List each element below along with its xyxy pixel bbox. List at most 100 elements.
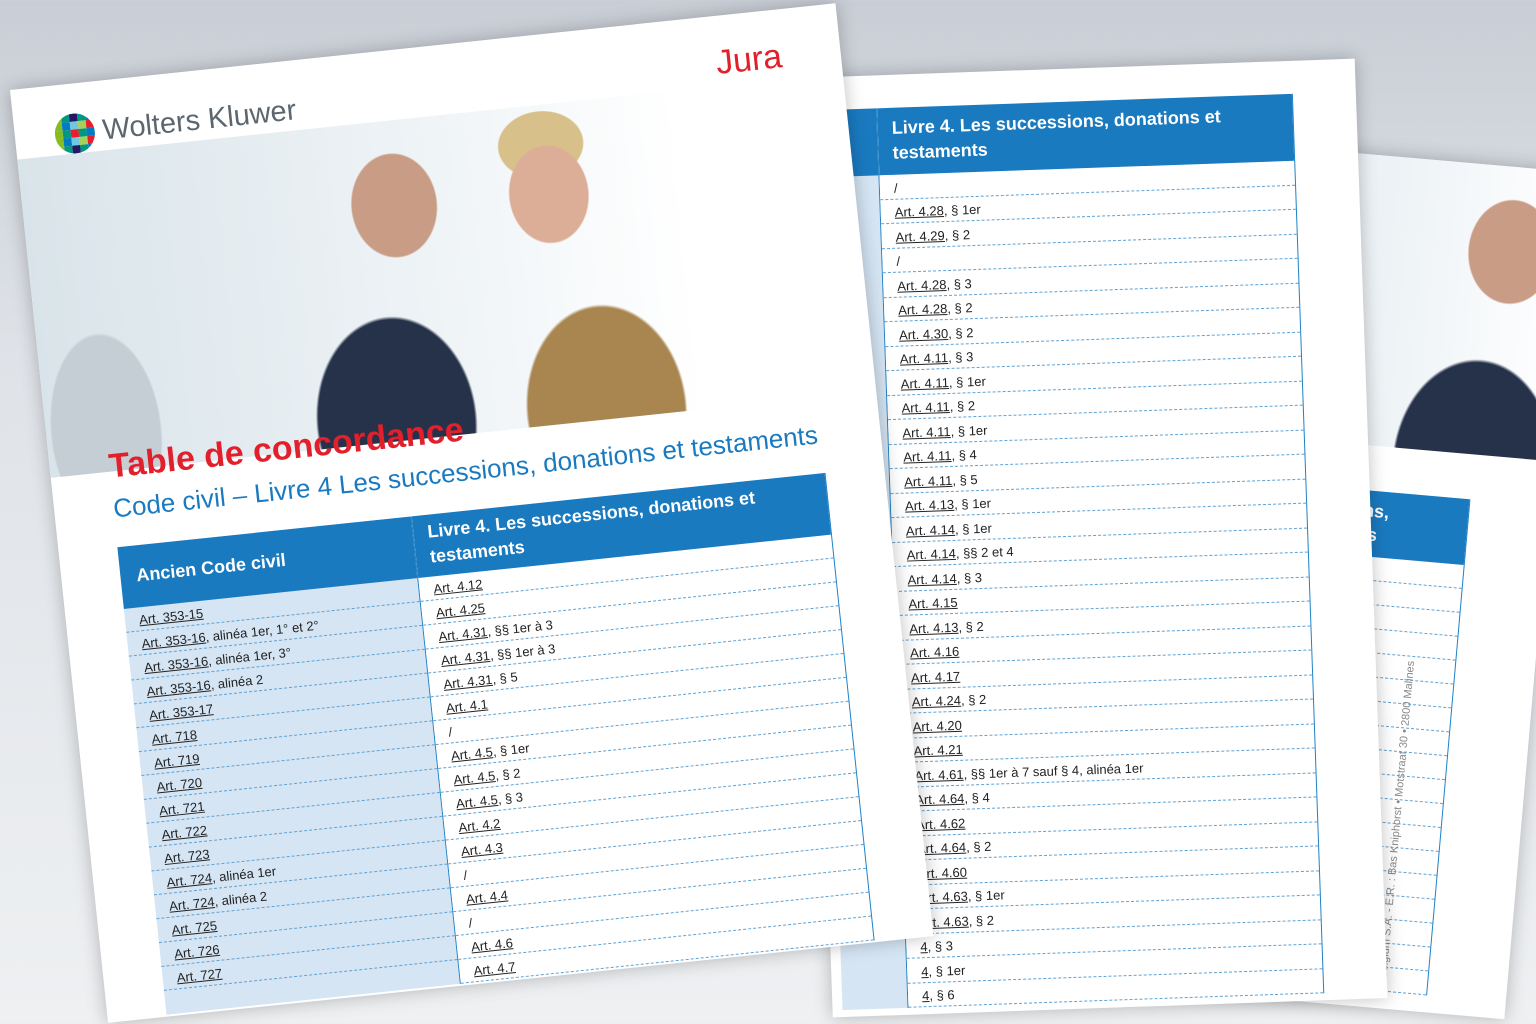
- article-detail: /: [467, 915, 473, 931]
- article-link[interactable]: Art. 4.21: [913, 741, 963, 759]
- article-link[interactable]: Art. 4.28: [894, 203, 945, 220]
- article-link[interactable]: Art. 4.17: [910, 668, 961, 685]
- article-link[interactable]: Art. 353-15: [138, 605, 204, 628]
- article-detail: , § 2: [947, 324, 974, 341]
- article-detail: , § 3: [927, 938, 954, 955]
- article-link[interactable]: Art. 4.28: [897, 301, 948, 318]
- article-detail: , § 5: [491, 669, 519, 687]
- article-detail: , § 4: [951, 447, 977, 463]
- article-link[interactable]: Art. 4.5: [452, 768, 497, 788]
- article-link[interactable]: Art. 726: [173, 941, 221, 962]
- article-link[interactable]: Art. 4.20: [912, 717, 963, 734]
- article-link[interactable]: Art. 4.5: [450, 744, 494, 764]
- article-detail: /: [462, 867, 468, 883]
- article-detail: , §§ 1er à 7 sauf § 4, alinéa 1er: [963, 759, 1144, 782]
- article-link[interactable]: Art. 4.5: [455, 791, 499, 812]
- article-link[interactable]: Art. 4.28: [897, 276, 947, 294]
- article-detail: /: [447, 724, 453, 740]
- article-detail: , § 3: [956, 569, 983, 586]
- front-page: Wolters Kluwer Jura Table de concordance…: [10, 3, 934, 1023]
- article-link[interactable]: Art. 4.14: [905, 521, 956, 539]
- article-detail: , § 6: [929, 987, 955, 1004]
- article-link[interactable]: Art. 4.14: [906, 545, 957, 563]
- article-link[interactable]: Art. 4.13: [904, 496, 955, 514]
- article-link[interactable]: Art. 724: [168, 894, 216, 914]
- article-detail: , § 1er: [953, 495, 992, 512]
- article-link[interactable]: Art. 4.11: [899, 350, 949, 367]
- series-label: Jura: [714, 37, 784, 82]
- article-detail: , §§ 2 et 4: [955, 543, 1014, 561]
- article-link[interactable]: Art. 725: [170, 917, 218, 938]
- logo-mosaic-icon: [52, 111, 97, 156]
- concordance-table: Ancien Code civil Art. 353-15 Art. 353-16…: [117, 472, 875, 1015]
- article-link[interactable]: Art. 4.31: [440, 647, 491, 669]
- table-column-livre4: Livre 4. Les successions, donations et t…: [411, 472, 875, 984]
- article-link[interactable]: Art. 4.11: [900, 374, 950, 392]
- article-link[interactable]: Art. 4.31: [437, 624, 489, 645]
- article-detail: , § 1er: [928, 962, 966, 979]
- article-link[interactable]: Art. 4.12: [432, 576, 484, 597]
- article-detail: , § 1er: [491, 740, 531, 760]
- article-detail: , § 1er: [943, 201, 981, 219]
- article-link[interactable]: Art. 723: [163, 846, 211, 867]
- article-link[interactable]: Art. 4.25: [435, 600, 486, 621]
- article-link[interactable]: Art. 4.11: [903, 472, 953, 490]
- article-link[interactable]: Art. 4.2: [457, 815, 502, 836]
- article-link[interactable]: Art. 4.11: [901, 398, 951, 416]
- article-detail: , § 2: [958, 618, 984, 635]
- article-link[interactable]: Art. 4.61: [914, 766, 964, 783]
- article-detail: , § 3: [946, 275, 972, 292]
- article-link[interactable]: Art. 4.29: [895, 227, 945, 245]
- article-detail: , § 1er: [948, 373, 986, 390]
- article-detail: , § 2: [494, 765, 522, 783]
- table-column-old-code: Ancien Code civil Art. 353-15 Art. 353-16…: [117, 516, 461, 1015]
- article-link[interactable]: Art. 720: [155, 774, 203, 795]
- article-detail: , § 3: [947, 349, 974, 365]
- article-detail: , § 2: [960, 691, 987, 708]
- article-link[interactable]: Art. 721: [158, 798, 206, 819]
- middle-table-right-column: Livre 4. Les successions, donations et t…: [877, 93, 1325, 1008]
- article-link[interactable]: Art. 4.64: [915, 790, 965, 808]
- article-link[interactable]: Art. 4.13: [909, 619, 959, 637]
- article-link[interactable]: Art. 4.16: [909, 643, 960, 661]
- article-link[interactable]: Art. 4.6: [470, 935, 514, 955]
- article-link[interactable]: Art. 4.14: [907, 570, 957, 588]
- article-detail: , alinéa 1er: [211, 863, 277, 886]
- article-link[interactable]: Art. 724: [165, 870, 213, 890]
- article-link[interactable]: Art. 718: [150, 727, 198, 747]
- article-link[interactable]: Art. 353-16: [140, 629, 207, 652]
- article-detail: , § 5: [952, 471, 978, 488]
- article-detail: , § 1er: [967, 887, 1005, 904]
- article-link[interactable]: Art. 4.7: [472, 959, 517, 979]
- article-detail: , § 1er: [954, 520, 993, 537]
- article-link[interactable]: Art. 719: [153, 750, 201, 771]
- article-detail: , § 2: [965, 838, 992, 855]
- article-detail: , alinéa 2: [213, 888, 268, 910]
- article-link[interactable]: Art. 4.4: [465, 887, 509, 907]
- article-detail: , § 2: [949, 398, 976, 414]
- article-detail: /: [896, 253, 901, 269]
- article-link[interactable]: Art. 727: [175, 965, 223, 986]
- article-link[interactable]: Art. 353-16: [145, 677, 212, 699]
- article-link[interactable]: Art. 4.3: [460, 839, 504, 859]
- article-detail: /: [893, 180, 898, 196]
- article-link[interactable]: Art. 353-16: [143, 653, 209, 676]
- article-link[interactable]: Art. 4.11: [902, 423, 951, 441]
- article-link[interactable]: Art. 4.31: [442, 671, 494, 692]
- article-detail: , §§ 1er à 3: [489, 641, 557, 663]
- article-link[interactable]: Art. 4.1: [445, 696, 489, 716]
- article-detail: , alinéa 2: [209, 671, 264, 693]
- article-link[interactable]: Art. 353-17: [148, 701, 214, 723]
- article-detail: , §§ 1er à 3: [486, 617, 554, 640]
- article-link[interactable]: Art. 4.11: [903, 447, 952, 465]
- article-link[interactable]: Art. 4.62: [915, 815, 966, 832]
- article-link[interactable]: Art. 4.30: [898, 325, 949, 343]
- article-detail: , § 2: [947, 300, 973, 316]
- article-detail: , § 4: [964, 789, 990, 806]
- article-detail: , § 2: [968, 912, 995, 929]
- article-detail: , § 2: [944, 226, 971, 243]
- article-link[interactable]: Art. 4.24: [911, 692, 962, 710]
- article-link[interactable]: Art. 722: [160, 822, 208, 843]
- article-detail: , § 1er: [950, 422, 988, 439]
- article-link[interactable]: Art. 4.15: [908, 594, 958, 612]
